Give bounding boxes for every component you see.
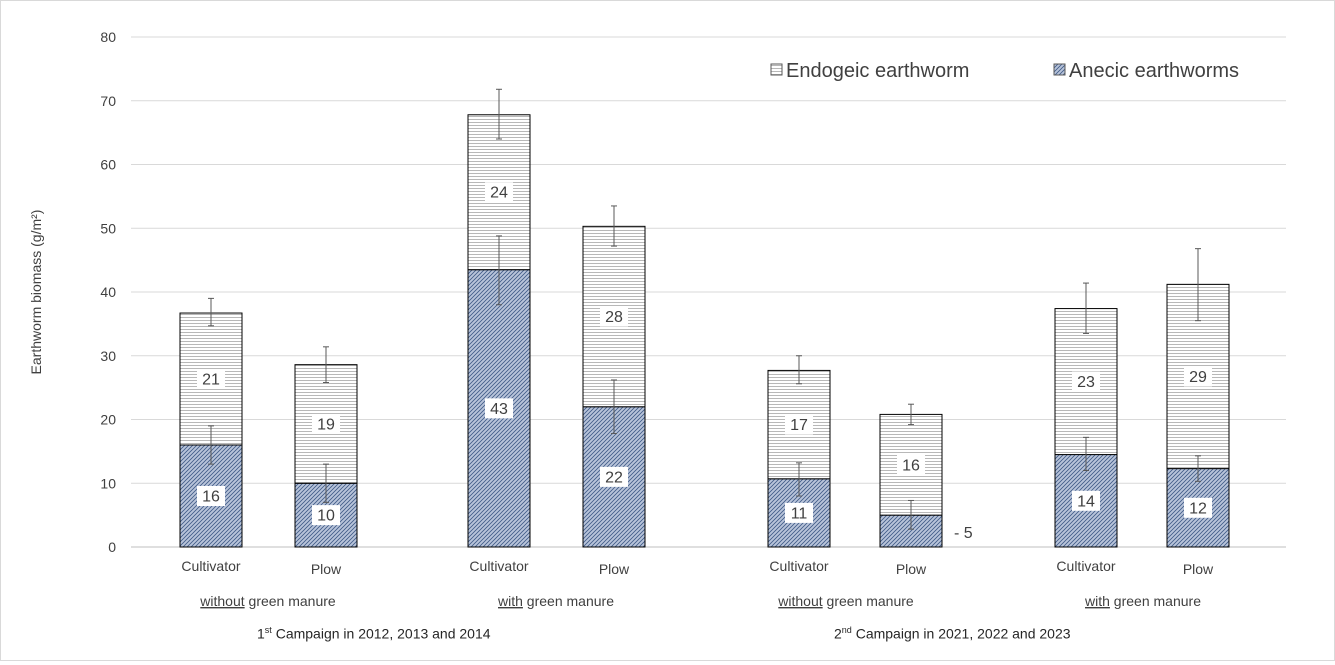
y-tick-label: 80 xyxy=(100,29,116,45)
y-tick-label: 30 xyxy=(100,348,116,364)
group-label: without green manure xyxy=(777,593,914,609)
data-label-anecic: 10 xyxy=(317,508,335,525)
error-bar-anecic xyxy=(323,463,329,503)
error-bar-endogeic xyxy=(1195,248,1201,322)
data-label-endogeic-bg xyxy=(1184,366,1212,387)
legend-label: Endogeic earthworm xyxy=(786,60,969,82)
error-bar-endogeic xyxy=(908,403,914,426)
data-label-endogeic-bg xyxy=(485,182,513,203)
data-label-anecic-bg xyxy=(1072,490,1100,511)
group-label-underlined: without xyxy=(777,593,822,609)
data-label-anecic: 14 xyxy=(1077,493,1095,510)
error-bar-endogeic xyxy=(611,205,617,247)
group-label-rest: green manure xyxy=(523,593,614,609)
legend-swatch xyxy=(1053,63,1066,76)
group-label-rest: green manure xyxy=(245,593,336,609)
data-label-anecic: 22 xyxy=(605,469,623,486)
legend-label: Anecic earthworms xyxy=(1069,60,1239,82)
y-tick-label: 70 xyxy=(100,93,116,109)
legend-swatch xyxy=(770,63,783,76)
category-label: Cultivator xyxy=(181,558,240,574)
data-label-anecic-bg xyxy=(485,398,513,419)
group-label: without green manure xyxy=(199,593,336,609)
category-label: Plow xyxy=(896,561,927,577)
error-bar-anecic xyxy=(908,499,914,530)
y-tick-label: 20 xyxy=(100,412,116,428)
data-label-anecic: 43 xyxy=(490,401,508,418)
data-label-endogeic: 23 xyxy=(1077,374,1095,391)
data-label-endogeic-bg xyxy=(600,306,628,327)
y-tick-label: 10 xyxy=(100,475,116,491)
error-bar-anecic xyxy=(208,425,214,465)
group-label-underlined: without xyxy=(199,593,244,609)
data-label-anecic-bg xyxy=(312,505,340,526)
data-label-anecic: 11 xyxy=(791,505,808,522)
error-bar-endogeic xyxy=(496,88,502,140)
group-label-rest: green manure xyxy=(1110,593,1201,609)
data-label-endogeic-bg xyxy=(785,414,813,435)
data-label-anecic-bg xyxy=(600,466,628,487)
data-label-anecic-bg xyxy=(785,502,813,523)
error-bar-anecic xyxy=(611,379,617,435)
data-label-anecic-bg xyxy=(1184,497,1212,518)
group-label-rest: green manure xyxy=(823,593,914,609)
y-tick-label: 50 xyxy=(100,220,116,236)
category-label: Plow xyxy=(1183,561,1214,577)
data-label-endogeic: 28 xyxy=(605,309,623,326)
category-label: Cultivator xyxy=(1056,558,1115,574)
data-label-endogeic: 17 xyxy=(790,417,808,434)
error-bar-anecic xyxy=(1195,455,1201,482)
y-tick-label: 60 xyxy=(100,157,116,173)
data-label-anecic: 16 xyxy=(202,489,220,506)
group-label-underlined: with xyxy=(497,593,523,609)
y-axis-title: Earthworm biomass (g/m²) xyxy=(28,210,44,375)
error-bar-endogeic xyxy=(208,297,214,327)
data-label-endogeic: 29 xyxy=(1189,369,1207,386)
group-label: with green manure xyxy=(1084,593,1201,609)
data-label-endogeic: 24 xyxy=(490,185,508,202)
data-label-anecic: 12 xyxy=(1189,500,1207,517)
data-label-endogeic-bg xyxy=(897,454,925,475)
error-bar-anecic xyxy=(796,462,802,497)
y-tick-label: 0 xyxy=(108,539,116,555)
error-bar-endogeic xyxy=(323,346,329,384)
data-label-anecic: - 5 xyxy=(954,525,973,542)
error-bar-endogeic xyxy=(796,355,802,385)
data-label-endogeic: 19 xyxy=(317,416,335,433)
error-bar-anecic xyxy=(1083,436,1089,471)
category-label: Plow xyxy=(311,561,342,577)
category-label: Plow xyxy=(599,561,630,577)
error-bar-anecic xyxy=(496,235,502,306)
campaign-label-2: 2nd Campaign in 2021, 2022 and 2023 xyxy=(834,625,1071,642)
category-label: Cultivator xyxy=(769,558,828,574)
error-bar-endogeic xyxy=(1083,282,1089,334)
group-label: with green manure xyxy=(497,593,614,609)
campaign-label-1: 1st Campaign in 2012, 2013 and 2014 xyxy=(257,625,491,642)
data-label-endogeic-bg xyxy=(1072,371,1100,392)
y-tick-label: 40 xyxy=(100,284,116,300)
data-label-endogeic-bg xyxy=(197,369,225,390)
data-label-endogeic-bg xyxy=(312,413,340,434)
group-label-underlined: with xyxy=(1084,593,1110,609)
data-label-endogeic: 16 xyxy=(902,457,920,474)
data-label-anecic-bg xyxy=(197,486,225,506)
category-label: Cultivator xyxy=(469,558,528,574)
data-label-endogeic: 21 xyxy=(202,372,220,389)
